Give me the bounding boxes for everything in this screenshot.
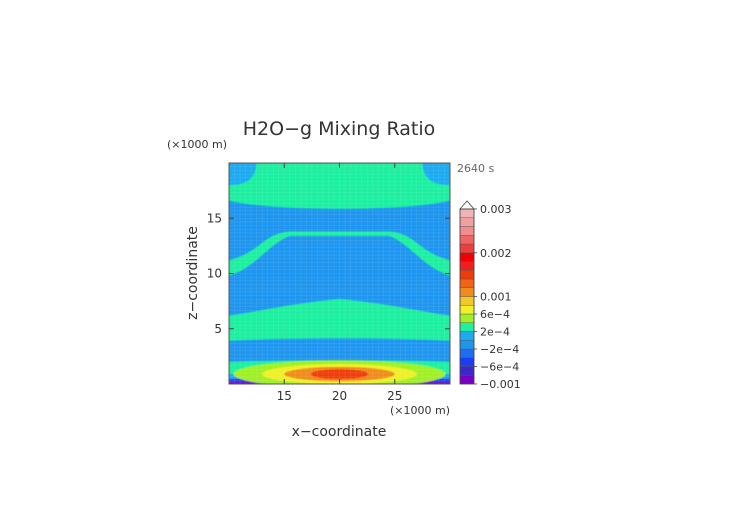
colorbar-segment <box>459 322 475 332</box>
colorbar-label: 2e−4 <box>480 326 510 339</box>
colorbar-segment <box>459 278 475 288</box>
contour-upper-band <box>229 163 450 209</box>
colorbar-segment <box>459 331 475 341</box>
y-tick-label: 5 <box>214 322 222 336</box>
colorbar-segment <box>459 235 475 245</box>
colorbar-label: 0.003 <box>480 203 512 216</box>
colorbar-segment <box>459 217 475 227</box>
y-axis-label: z−coordinate <box>185 226 201 320</box>
x-tick-label: 20 <box>332 389 347 403</box>
colorbar-segment <box>459 357 475 367</box>
chart-title: H2O−g Mixing Ratio <box>243 118 435 140</box>
colorbar-segment <box>459 366 475 376</box>
colorbar-label: 0.001 <box>480 291 512 304</box>
x-tick-label: 25 <box>387 389 402 403</box>
y-axis-unit: (×1000 m) <box>167 138 227 151</box>
colorbar-label: 0.002 <box>480 247 512 260</box>
colorbar-segment <box>459 243 475 253</box>
grid-texture <box>229 163 450 384</box>
colorbar-segment <box>459 340 475 350</box>
contour-core-red <box>310 369 369 380</box>
x-tick-label: 15 <box>277 389 292 403</box>
colorbar-segment <box>459 252 475 262</box>
colorbar-segment <box>459 270 475 280</box>
colorbar-segment <box>459 305 475 315</box>
colorbar-segment <box>459 296 475 306</box>
y-tick-label: 15 <box>207 211 222 225</box>
colorbar-segment <box>459 313 475 323</box>
contour-upper-left-pocket <box>229 163 257 186</box>
colorbar-segment <box>459 287 475 297</box>
x-axis-unit: (×1000 m) <box>390 404 450 417</box>
colorbar-segment <box>459 226 475 236</box>
colorbar-label: −0.001 <box>480 378 521 391</box>
colorbar-label: −2e−4 <box>480 343 519 356</box>
colorbar-segment <box>459 375 475 385</box>
x-axis-label: x−coordinate <box>292 424 387 440</box>
colorbar: 0.003 0.002 0.001 6e−4 2e−4 −2e−4 −6e−4 −0.001 <box>459 200 521 391</box>
contour-middle-band <box>229 298 450 341</box>
time-label: 2640 s <box>457 162 494 175</box>
colorbar-label: 6e−4 <box>480 308 510 321</box>
colorbar-segment <box>459 208 475 218</box>
colorbar-segment <box>459 261 475 271</box>
contour-upper-right-pocket <box>422 163 450 186</box>
colorbar-segment <box>459 348 475 358</box>
colorbar-extend-triangle <box>459 200 475 210</box>
colorbar-label: −6e−4 <box>480 361 519 374</box>
plot-area <box>229 163 450 384</box>
x-axis: 15 20 25 <box>277 163 402 403</box>
y-tick-label: 10 <box>207 267 222 281</box>
y-axis: 5 10 15 <box>207 211 450 336</box>
